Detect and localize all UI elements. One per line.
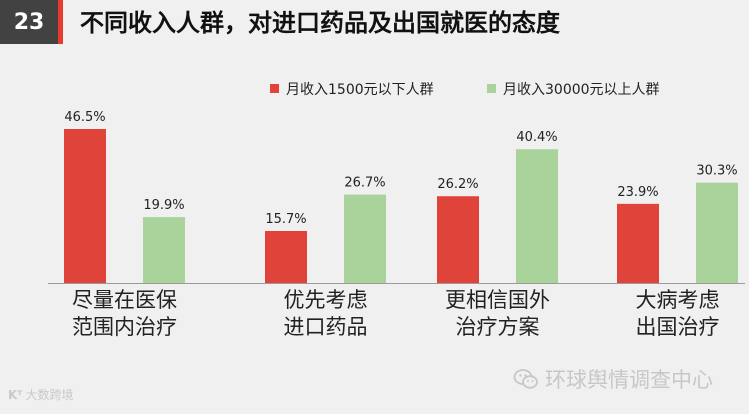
category-label: 优先考虑	[284, 288, 368, 312]
category-label: 更相信国外	[445, 288, 550, 312]
bar-s0-c2	[437, 196, 479, 283]
bar-s1-c0	[143, 217, 185, 283]
legend-label-1: 月收入30000元以上人群	[503, 82, 660, 98]
bar-s1-c1	[344, 194, 386, 283]
category-label: 治疗方案	[456, 315, 540, 339]
legend-swatch-1	[487, 84, 496, 93]
bar-value-label: 15.7%	[265, 212, 306, 227]
bar-value-label: 40.4%	[516, 130, 557, 145]
bar-s0-c1	[265, 231, 307, 283]
bar-s0-c0	[64, 129, 106, 283]
legend-swatch-0	[270, 84, 279, 93]
bar-s0-c3	[617, 203, 659, 283]
legend-label-0: 月收入1500元以下人群	[286, 82, 434, 98]
wechat-icon	[513, 369, 538, 389]
bar-s1-c2	[516, 149, 558, 283]
watermark-text: 环球舆情调查中心	[545, 368, 713, 392]
category-label: 范围内治疗	[72, 315, 177, 339]
brand-logo: Kᵀ 大数跨境	[8, 386, 73, 403]
brand-text: 大数跨境	[25, 388, 74, 402]
category-label: 尽量在医保	[72, 288, 177, 312]
bar-value-label: 46.5%	[64, 110, 105, 125]
slide-number: 23	[0, 0, 58, 44]
category-label: 大病考虑	[636, 288, 720, 312]
page-title: 不同收入人群，对进口药品及出国就医的态度	[80, 9, 560, 37]
brand-logo-mark: Kᵀ	[8, 387, 23, 402]
watermark: 环球舆情调查中心	[513, 364, 713, 394]
bar-value-label: 23.9%	[617, 185, 658, 200]
bar-value-label: 19.9%	[143, 198, 184, 213]
category-label: 出国治疗	[636, 315, 720, 339]
title-accent-strip	[58, 0, 63, 44]
bar-value-label: 26.7%	[344, 176, 385, 191]
bar-s1-c3	[696, 182, 738, 283]
bar-value-label: 30.3%	[696, 164, 737, 179]
category-label: 进口药品	[284, 315, 368, 339]
bar-value-label: 26.2%	[437, 177, 478, 192]
